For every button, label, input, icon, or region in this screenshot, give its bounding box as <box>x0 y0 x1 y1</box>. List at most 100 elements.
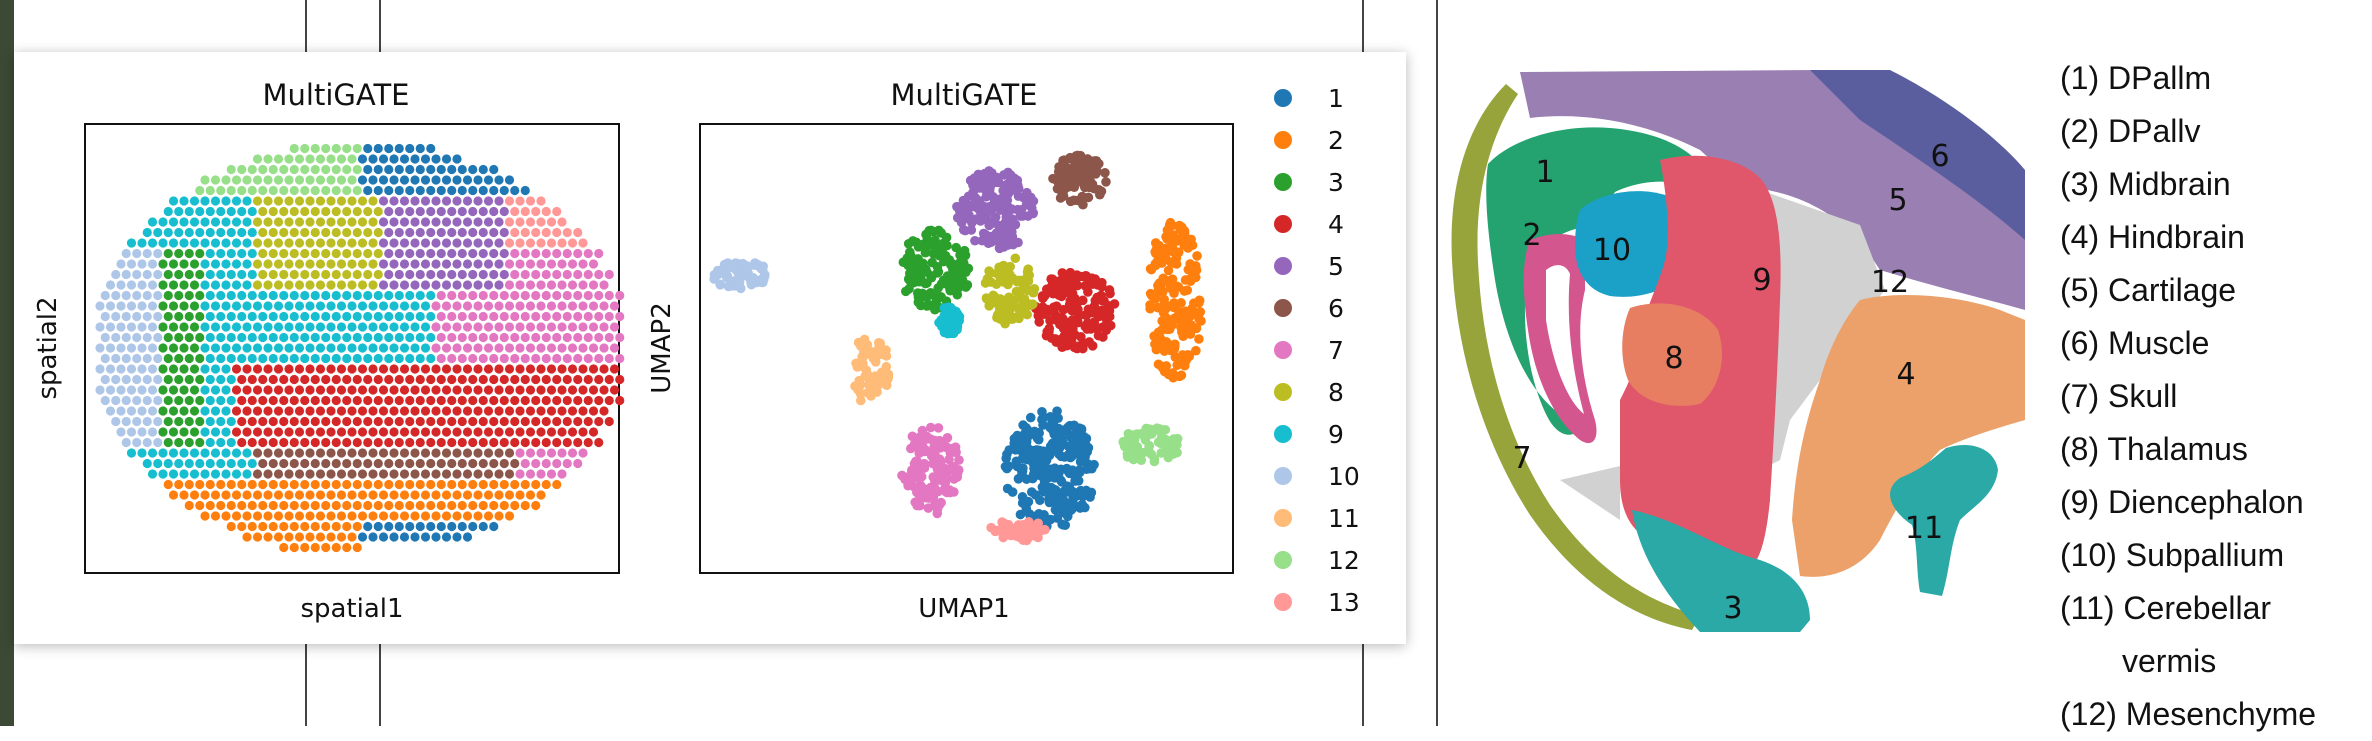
spatial-spot <box>431 322 441 332</box>
spatial-spot <box>399 154 410 164</box>
spatial-spot <box>504 448 515 458</box>
spatial-spot <box>221 196 231 206</box>
spatial-spot <box>599 406 609 416</box>
spatial-spot <box>499 353 509 364</box>
spatial-spot <box>389 364 399 374</box>
spatial-spot <box>531 248 541 259</box>
spatial-spot <box>457 290 467 301</box>
spatial-spot <box>252 364 263 374</box>
spatial-spot <box>336 259 347 269</box>
spatial-spot <box>373 437 383 448</box>
spatial-spot <box>105 322 116 332</box>
spatial-spot <box>315 196 326 206</box>
spatial-spot <box>567 343 578 353</box>
spatial-spot <box>168 448 179 458</box>
spatial-spot <box>510 206 520 217</box>
spatial-spot <box>420 301 431 311</box>
spatial-spot <box>415 143 425 154</box>
spatial-spot <box>132 290 142 301</box>
spatial-spot <box>195 290 205 301</box>
spatial-spot <box>578 343 588 353</box>
spatial-spot <box>431 385 441 395</box>
spatial-spot <box>174 311 184 322</box>
spatial-spot <box>331 311 341 322</box>
spatial-spot <box>504 259 515 269</box>
spatial-spot <box>441 343 452 353</box>
spatial-spot <box>200 469 210 479</box>
spatial-spot <box>510 395 520 406</box>
spatial-spot <box>352 185 362 196</box>
spatial-spot <box>121 248 131 259</box>
spatial-spot <box>441 259 452 269</box>
spatial-spot <box>221 322 231 332</box>
spatial-spot <box>583 353 593 364</box>
spatial-spot <box>436 311 446 322</box>
spatial-spot <box>336 343 347 353</box>
spatial-spot <box>541 206 551 217</box>
spatial-spot <box>326 322 336 332</box>
spatial-spot <box>583 290 593 301</box>
spatial-spot <box>116 322 126 332</box>
spatial-spot <box>447 416 457 427</box>
spatial-spot <box>546 427 557 437</box>
spatial-spot <box>473 406 483 416</box>
spatial-spot <box>604 374 614 385</box>
spatial-spot <box>594 416 604 427</box>
spatial-spot <box>305 196 315 206</box>
spatial-spot <box>263 217 273 227</box>
spatial-spot <box>336 322 347 332</box>
spatial-spot <box>210 259 221 269</box>
spatial-spot <box>352 227 362 238</box>
spatial-spot <box>158 427 168 437</box>
spatial-spot <box>231 196 242 206</box>
spatial-spot <box>347 448 357 458</box>
spatial-spot <box>410 427 420 437</box>
spatial-spot <box>252 196 263 206</box>
spatial-spot <box>525 217 536 227</box>
spatial-spot <box>284 175 294 185</box>
spatial-spot <box>205 332 215 343</box>
spatial-spot <box>426 458 436 469</box>
spatial-spot <box>441 154 452 164</box>
spatial-spot <box>184 395 194 406</box>
spatial-spot <box>399 196 410 206</box>
spatial-spot <box>174 248 184 259</box>
spatial-spot <box>142 269 152 280</box>
spatial-spot <box>494 406 504 416</box>
spatial-spot <box>111 353 121 364</box>
spatial-spot <box>179 343 189 353</box>
spatial-spot <box>116 385 126 395</box>
spatial-spot <box>447 311 457 322</box>
region-label-9: 9 <box>1752 263 1771 298</box>
spatial-spot <box>137 259 147 269</box>
spatial-spot <box>294 259 305 269</box>
spatial-spot <box>494 301 504 311</box>
spatial-spot <box>499 437 509 448</box>
spatial-spot <box>247 311 257 322</box>
spatial-spot <box>357 196 368 206</box>
spatial-spot <box>499 290 509 301</box>
spatial-spot <box>268 164 278 175</box>
spatial-spot <box>174 416 184 427</box>
spatial-spot <box>378 385 389 395</box>
spatial-spot <box>525 343 536 353</box>
spatial-spot <box>583 395 593 406</box>
spatial-spot <box>441 280 452 290</box>
spatial-spot <box>268 332 278 343</box>
spatial-spot <box>441 301 452 311</box>
spatial-spot <box>226 353 236 364</box>
spatial-spot <box>242 385 252 395</box>
spatial-spot <box>216 437 226 448</box>
spatial-spot <box>158 322 168 332</box>
spatial-spot <box>510 290 520 301</box>
spatial-spot <box>158 343 168 353</box>
region-label-4: 4 <box>1896 357 1915 392</box>
spatial-spot <box>163 353 173 364</box>
spatial-spot <box>126 238 137 248</box>
spatial-spot <box>368 406 378 416</box>
spatial-spot <box>221 406 231 416</box>
spatial-spot <box>499 248 509 259</box>
spatial-spot <box>588 322 599 332</box>
spatial-spot <box>389 322 399 332</box>
spatial-spot <box>546 448 557 458</box>
